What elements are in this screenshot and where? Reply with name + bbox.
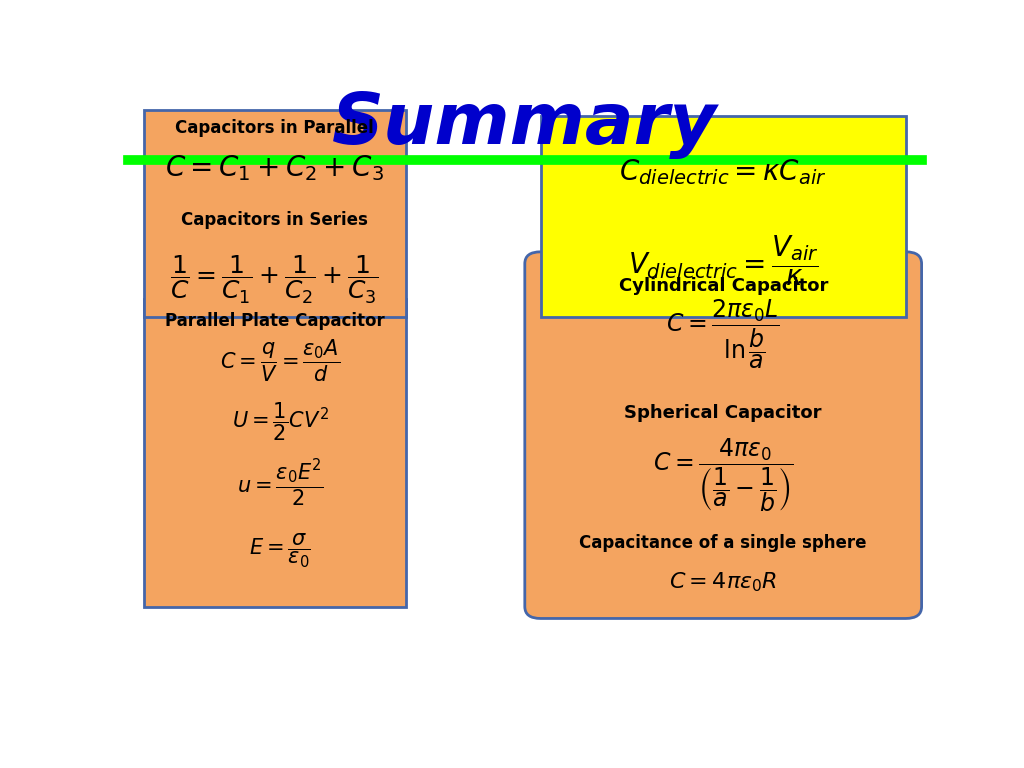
Text: $E = \dfrac{\sigma}{\varepsilon_0}$: $E = \dfrac{\sigma}{\varepsilon_0}$	[249, 532, 311, 571]
Text: $C = \dfrac{4\pi\varepsilon_0}{\left(\dfrac{1}{a} - \dfrac{1}{b}\right)}$: $C = \dfrac{4\pi\varepsilon_0}{\left(\df…	[653, 435, 794, 514]
Text: Spherical Capacitor: Spherical Capacitor	[625, 404, 822, 422]
Text: $\dfrac{1}{C} = \dfrac{1}{C_1} + \dfrac{1}{C_2} + \dfrac{1}{C_3}$: $\dfrac{1}{C} = \dfrac{1}{C_1} + \dfrac{…	[170, 253, 379, 306]
Text: $u = \dfrac{\varepsilon_0 E^2}{2}$: $u = \dfrac{\varepsilon_0 E^2}{2}$	[237, 458, 324, 509]
Text: $C = \dfrac{q}{V} = \dfrac{\varepsilon_0 A}{d}$: $C = \dfrac{q}{V} = \dfrac{\varepsilon_0…	[220, 338, 340, 384]
Text: Capacitors in Parallel: Capacitors in Parallel	[175, 119, 374, 137]
Text: $C = 4\pi\varepsilon_0 R$: $C = 4\pi\varepsilon_0 R$	[669, 571, 777, 594]
Text: $U = \dfrac{1}{2}CV^2$: $U = \dfrac{1}{2}CV^2$	[231, 401, 329, 443]
FancyBboxPatch shape	[143, 110, 406, 317]
Text: $C = \dfrac{2\pi\varepsilon_0 L}{\ln \dfrac{b}{a}}$: $C = \dfrac{2\pi\varepsilon_0 L}{\ln \df…	[667, 297, 780, 371]
Text: $V_{dielectric} = \dfrac{V_{air}}{\kappa}$: $V_{dielectric} = \dfrac{V_{air}}{\kappa…	[628, 233, 818, 288]
FancyBboxPatch shape	[541, 116, 905, 317]
Text: Parallel Plate Capacitor: Parallel Plate Capacitor	[165, 312, 385, 330]
FancyBboxPatch shape	[524, 252, 922, 618]
Text: $C = C_1 + C_2 + C_3$: $C = C_1 + C_2 + C_3$	[166, 153, 384, 183]
Text: Capacitance of a single sphere: Capacitance of a single sphere	[580, 535, 867, 552]
Text: Capacitors in Series: Capacitors in Series	[181, 210, 369, 229]
Text: $C_{dielectric} = \kappa C_{air}$: $C_{dielectric} = \kappa C_{air}$	[620, 157, 827, 187]
FancyBboxPatch shape	[143, 299, 406, 607]
Text: Cylindrical Capacitor: Cylindrical Capacitor	[618, 276, 827, 295]
Text: Summary: Summary	[332, 90, 718, 159]
